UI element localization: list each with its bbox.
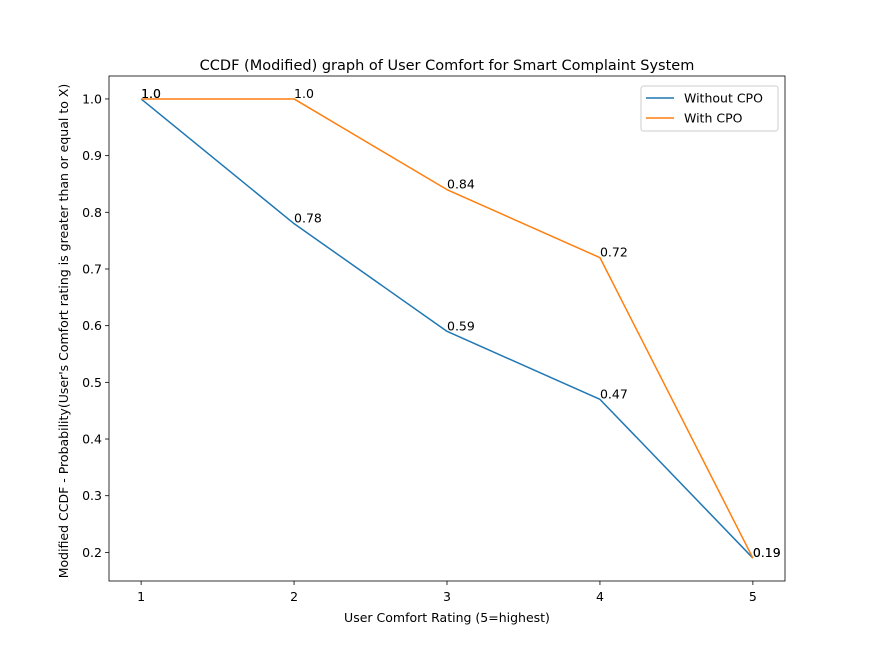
data-label: 0.59 [447, 318, 475, 333]
y-tick-label: 0.6 [82, 318, 102, 333]
x-axis-label: User Comfort Rating (5=highest) [344, 610, 550, 625]
y-tick-label: 0.4 [82, 432, 102, 447]
chart-title: CCDF (Modified) graph of User Comfort fo… [200, 58, 695, 74]
legend-box [640, 85, 779, 132]
series-line-without-cpo [140, 98, 754, 559]
legend-entry: With CPO [684, 111, 743, 126]
data-label: 0.84 [447, 177, 475, 192]
axis-ticks: 1 2 3 4 5 0.2 0.3 0.4 0.5 0.6 0.7 0.8 0.9 1.0 [82, 91, 757, 604]
data-label: 0.72 [600, 245, 628, 260]
data-label: 1.0 [294, 86, 314, 101]
x-tick-label: 4 [596, 589, 604, 604]
legend-entry: Without CPO [684, 91, 763, 106]
x-tick-label: 5 [749, 589, 757, 604]
y-tick-label: 1.0 [82, 91, 102, 106]
legend: Without CPO With CPO [640, 85, 779, 132]
data-label: 0.19 [753, 545, 781, 560]
x-tick-label: 3 [443, 589, 451, 604]
y-tick-label: 0.5 [82, 375, 102, 390]
data-label: 1.0 [141, 86, 161, 101]
series-line-with-cpo [141, 98, 754, 559]
y-axis-label: Modified CCDF - Probability(User's Comfo… [56, 84, 71, 579]
y-tick-label: 0.2 [82, 545, 102, 560]
data-label: 0.78 [294, 211, 322, 226]
data-labels: 1.00.780.590.470.191.0 1.00.840.720.19 [141, 86, 781, 560]
series-layer [140, 98, 754, 559]
y-tick-label: 0.7 [82, 261, 102, 276]
data-label: 0.19 [753, 545, 781, 560]
y-tick-label: 0.8 [82, 205, 102, 220]
data-label: 0.47 [600, 386, 628, 401]
y-tick-label: 0.9 [82, 148, 102, 163]
plot-frame [108, 75, 786, 582]
x-tick-label: 1 [137, 589, 145, 604]
y-tick-label: 0.3 [82, 488, 102, 503]
data-label: 1.0 [141, 86, 161, 101]
x-tick-label: 2 [290, 589, 298, 604]
